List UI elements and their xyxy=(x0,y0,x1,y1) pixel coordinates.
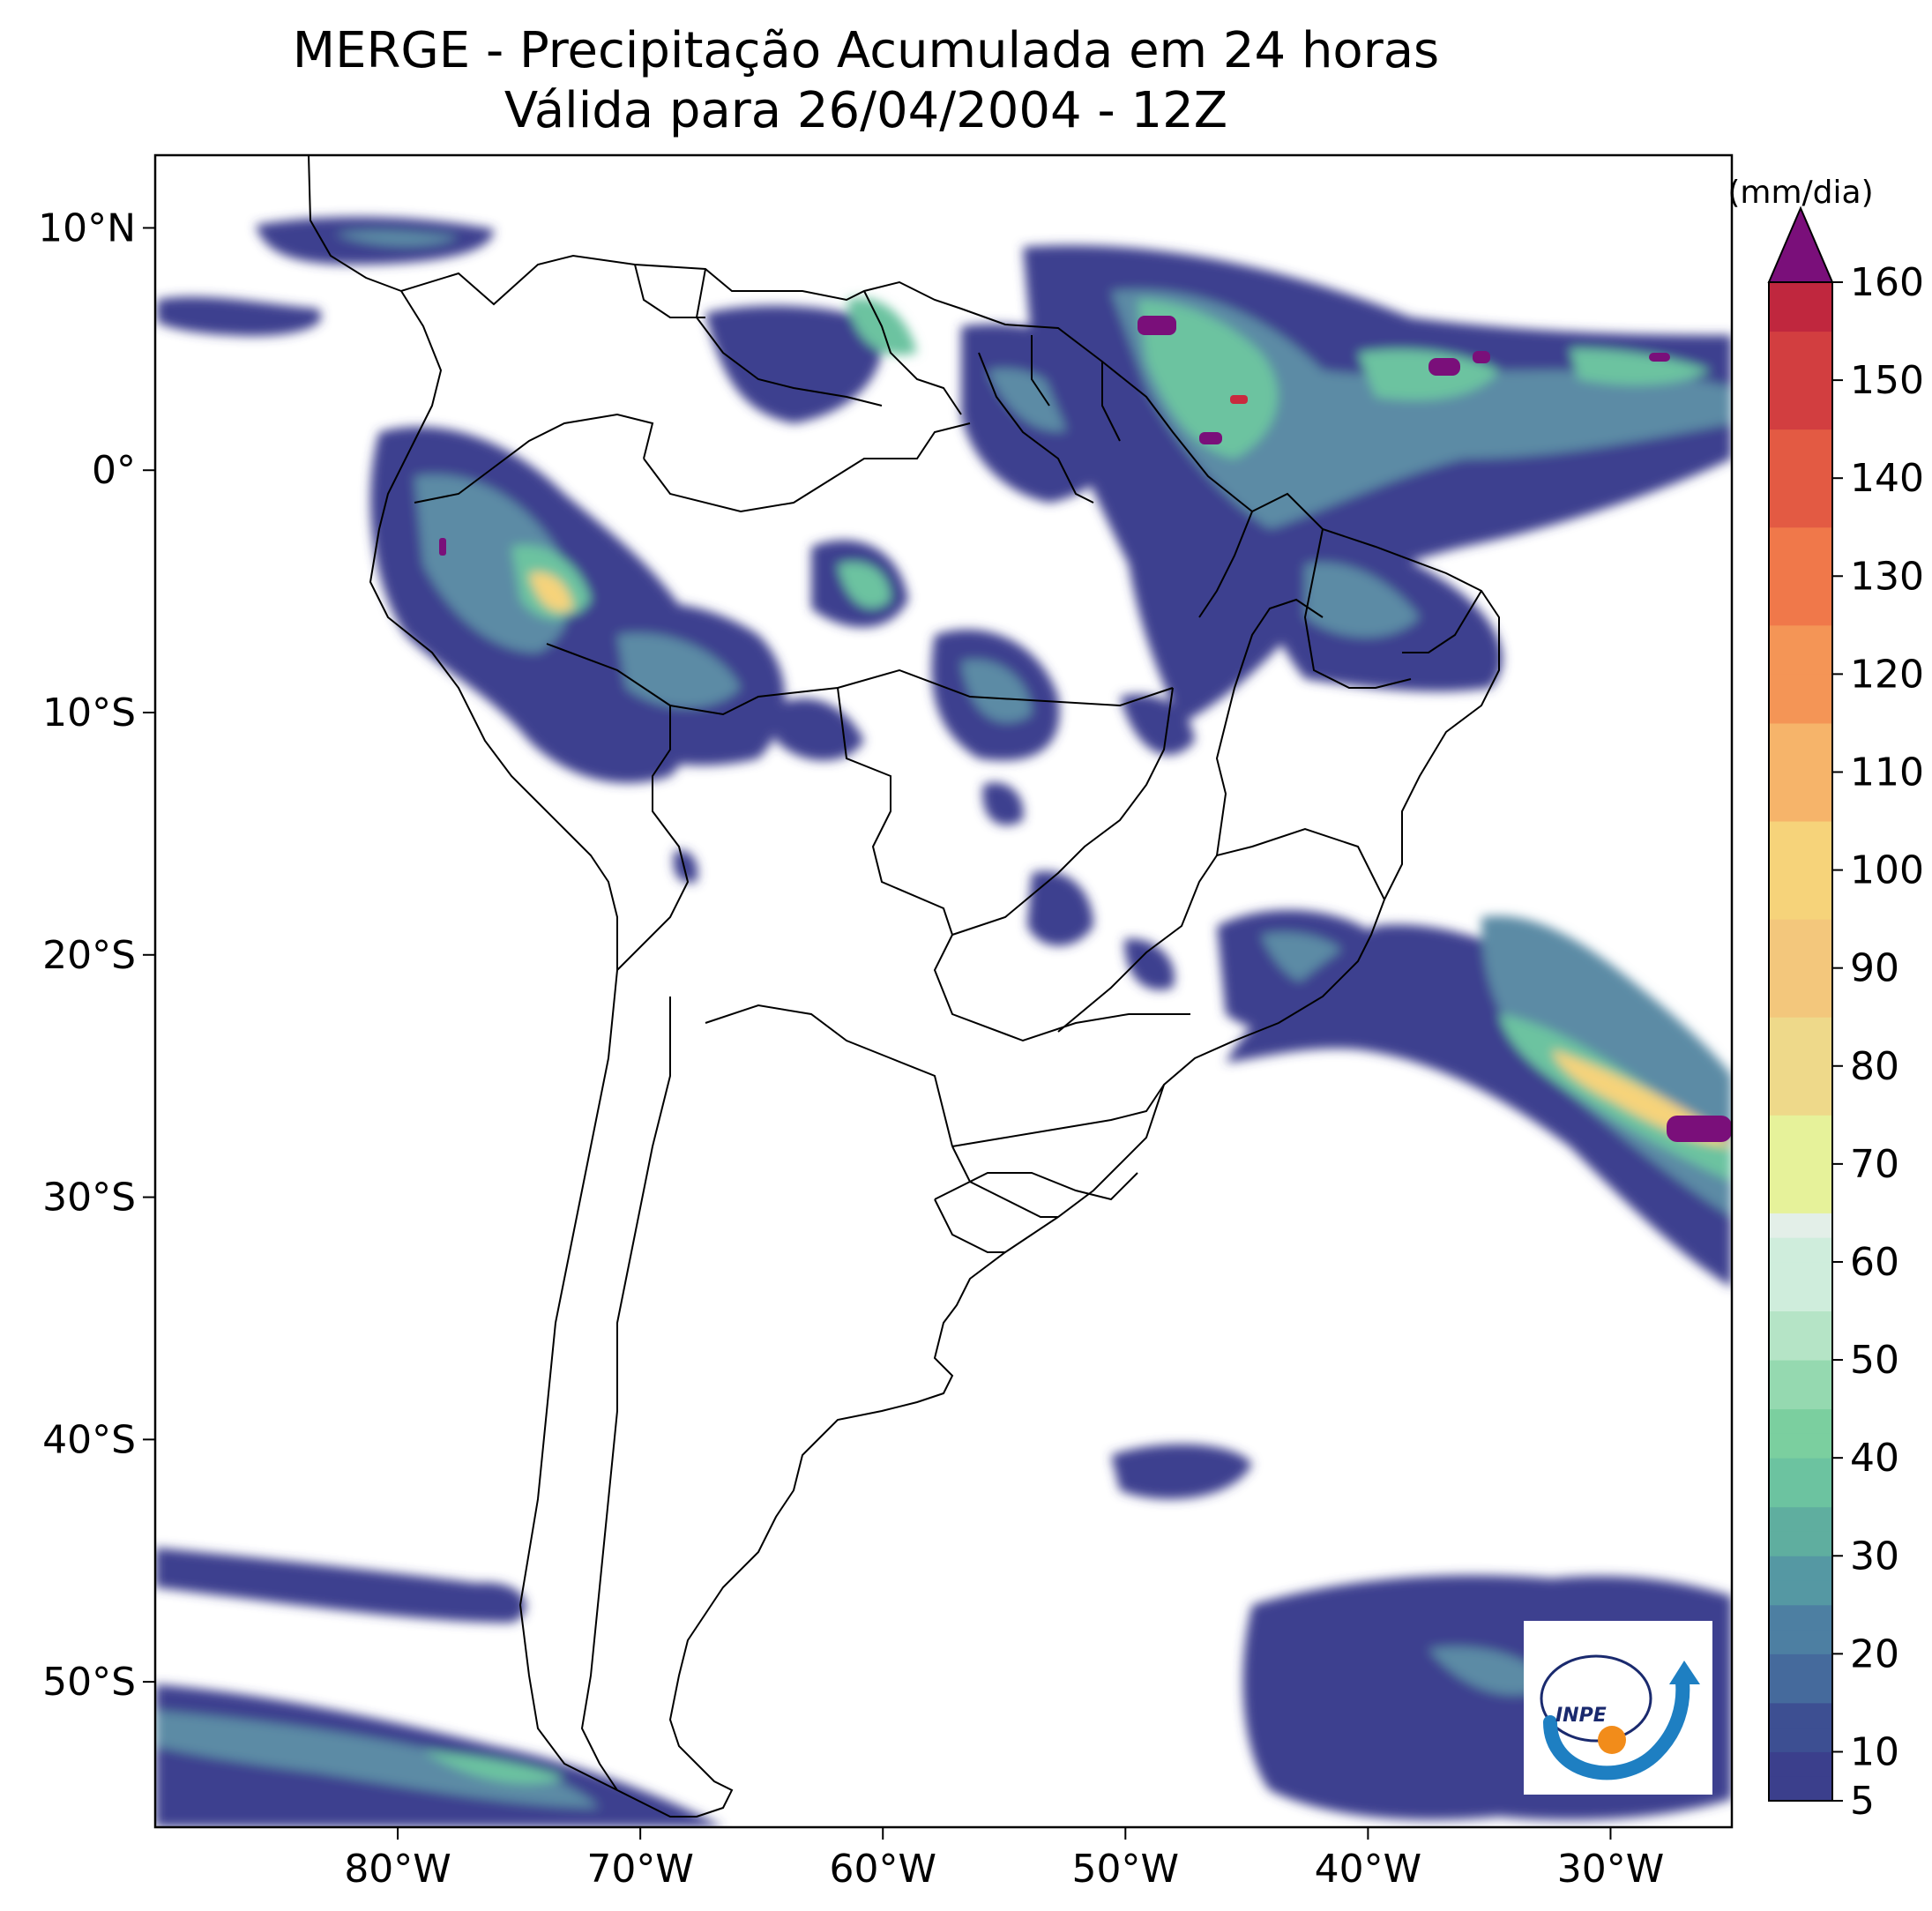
coastline-borders xyxy=(308,155,1500,1818)
colorbar-segment xyxy=(1769,1335,1832,1361)
colorbar-tick-label: 110 xyxy=(1850,750,1924,795)
inpe-logo-text: INPE xyxy=(1555,1705,1607,1727)
colorbar-segment xyxy=(1769,1237,1832,1263)
colorbar-tick-label: 160 xyxy=(1850,260,1924,305)
inpe-logo: INPE xyxy=(1524,1621,1712,1795)
lat-tick-label: 0° xyxy=(92,448,136,493)
colorbar-segment xyxy=(1769,282,1832,332)
precipitation-field xyxy=(155,216,1732,1827)
colorbar-segment xyxy=(1769,1065,1832,1116)
lat-tick-label: 40°S xyxy=(42,1417,136,1462)
colorbar-segment xyxy=(1769,1678,1832,1704)
colorbar-segment xyxy=(1769,478,1832,528)
colorbar-tick-label: 120 xyxy=(1850,652,1924,697)
colorbar-segment xyxy=(1769,1017,1832,1067)
colorbar-frame xyxy=(1768,281,1833,1802)
colorbar-segment xyxy=(1769,331,1832,381)
colorbar-segment xyxy=(1769,1653,1832,1679)
colorbar-segment xyxy=(1769,1163,1832,1213)
map-title: MERGE - Precipitação Acumulada em 24 hor… xyxy=(292,22,1440,79)
colorbar-tick-label: 20 xyxy=(1850,1631,1899,1676)
colorbar-segment xyxy=(1769,429,1832,479)
lon-tick-label: 60°W xyxy=(829,1847,936,1892)
colorbar-tick-label: 70 xyxy=(1850,1142,1899,1187)
map-frame xyxy=(153,153,1734,1829)
colorbar-segments xyxy=(1769,282,1832,1802)
colorbar: (mm/dia) 5 10 20 30 40 50 60 70 80 90 100 110 120 130… xyxy=(1727,175,1924,1824)
lat-tick-label: 50°S xyxy=(42,1660,136,1705)
colorbar-segment xyxy=(1769,1213,1832,1238)
colorbar-ticks: 5 10 20 30 40 50 60 70 80 90 100 110 120 130 140 150 160 xyxy=(1832,260,1924,1824)
colorbar-tick-label: 5 xyxy=(1850,1779,1875,1824)
colorbar-segment xyxy=(1769,870,1832,920)
colorbar-segment xyxy=(1769,1458,1832,1483)
colorbar-tick-label: 10 xyxy=(1850,1729,1899,1774)
colorbar-segment xyxy=(1769,1482,1832,1508)
colorbar-segment xyxy=(1769,526,1832,577)
colorbar-segment xyxy=(1769,967,1832,1018)
longitude-axis: 80°W 70°W 60°W 50°W 40°W 30°W xyxy=(344,1827,1664,1892)
colorbar-tick-label: 60 xyxy=(1850,1240,1899,1285)
colorbar-segment xyxy=(1769,1433,1832,1459)
colorbar-segment xyxy=(1769,1531,1832,1556)
colorbar-tick-label: 100 xyxy=(1850,848,1924,893)
colorbar-segment xyxy=(1769,821,1832,871)
lon-tick-label: 30°W xyxy=(1557,1847,1665,1892)
colorbar-segment xyxy=(1769,1408,1832,1434)
latitude-axis: 10°N 0° 10°S 20°S 30°S 40°S 50°S xyxy=(38,205,155,1705)
lon-tick-label: 50°W xyxy=(1072,1847,1180,1892)
colorbar-segment xyxy=(1769,1360,1832,1385)
colorbar-segment xyxy=(1769,1702,1832,1728)
colorbar-tick-label: 50 xyxy=(1850,1338,1899,1383)
colorbar-segment xyxy=(1769,1776,1832,1802)
colorbar-segment xyxy=(1769,1604,1832,1631)
colorbar-segment xyxy=(1769,1580,1832,1606)
colorbar-segment xyxy=(1769,624,1832,675)
colorbar-tick-label: 90 xyxy=(1850,946,1899,991)
colorbar-segment xyxy=(1769,1727,1832,1752)
colorbar-segment xyxy=(1769,919,1832,969)
colorbar-segment xyxy=(1769,576,1832,626)
colorbar-segment xyxy=(1769,722,1832,773)
lat-tick-label: 30°S xyxy=(42,1176,136,1221)
lat-tick-label: 20°S xyxy=(42,933,136,978)
colorbar-segment xyxy=(1769,1384,1832,1410)
colorbar-segment xyxy=(1769,1261,1832,1288)
colorbar-segment xyxy=(1769,772,1832,822)
colorbar-segment xyxy=(1769,1310,1832,1336)
colorbar-segment xyxy=(1769,674,1832,724)
map-subtitle: Válida para 26/04/2004 - 12Z xyxy=(504,82,1228,139)
colorbar-tick-label: 130 xyxy=(1850,554,1924,599)
lon-tick-label: 70°W xyxy=(586,1847,694,1892)
colorbar-tick-label: 30 xyxy=(1850,1534,1899,1579)
colorbar-tick-label: 150 xyxy=(1850,358,1924,403)
colorbar-tick-label: 140 xyxy=(1850,456,1924,501)
colorbar-segment xyxy=(1769,1629,1832,1654)
colorbar-units: (mm/dia) xyxy=(1727,175,1873,211)
inpe-logo-graphic xyxy=(1540,1654,1700,1780)
colorbar-segment xyxy=(1769,1556,1832,1581)
colorbar-tick-label: 80 xyxy=(1850,1044,1899,1089)
lon-tick-label: 80°W xyxy=(344,1847,451,1892)
lat-tick-label: 10°N xyxy=(38,205,136,250)
colorbar-segment xyxy=(1769,1751,1832,1777)
colorbar-tick-label: 40 xyxy=(1850,1436,1899,1481)
colorbar-segment xyxy=(1769,380,1832,430)
lat-tick-label: 10°S xyxy=(42,690,136,735)
colorbar-segment xyxy=(1769,1115,1832,1165)
colorbar-segment xyxy=(1769,1286,1832,1312)
colorbar-segment xyxy=(1769,1506,1832,1532)
colorbar-extend-arrow xyxy=(1767,205,1834,283)
lon-tick-label: 40°W xyxy=(1315,1847,1422,1892)
